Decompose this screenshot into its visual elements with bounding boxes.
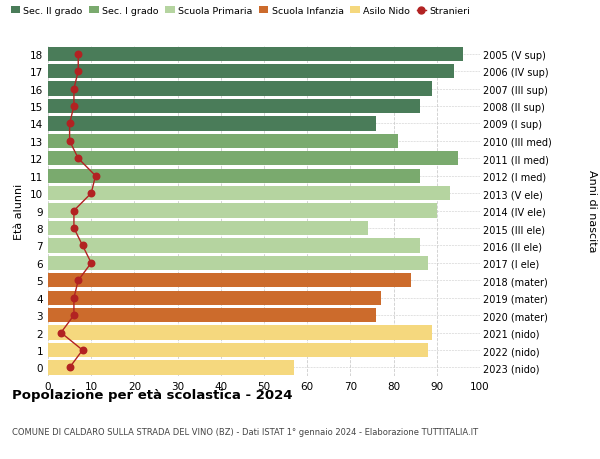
Point <box>73 68 83 76</box>
Bar <box>48 134 398 149</box>
Bar <box>48 326 433 340</box>
Point <box>69 207 79 215</box>
Bar <box>48 239 419 253</box>
Bar <box>48 256 428 270</box>
Text: Popolazione per età scolastica - 2024: Popolazione per età scolastica - 2024 <box>12 388 293 401</box>
Point <box>78 347 88 354</box>
Bar <box>48 117 376 131</box>
Point <box>65 121 74 128</box>
Bar <box>48 65 454 79</box>
Text: COMUNE DI CALDARO SULLA STRADA DEL VINO (BZ) - Dati ISTAT 1° gennaio 2024 - Elab: COMUNE DI CALDARO SULLA STRADA DEL VINO … <box>12 427 478 436</box>
Point <box>73 51 83 58</box>
Bar <box>48 221 368 235</box>
Point <box>69 86 79 93</box>
Point <box>91 173 100 180</box>
Legend: Sec. II grado, Sec. I grado, Scuola Primaria, Scuola Infanzia, Asilo Nido, Stran: Sec. II grado, Sec. I grado, Scuola Prim… <box>11 7 470 16</box>
Bar <box>48 204 437 218</box>
Y-axis label: Età alunni: Età alunni <box>14 183 25 239</box>
Point <box>69 225 79 232</box>
Bar <box>48 47 463 62</box>
Bar <box>48 291 380 305</box>
Bar <box>48 100 419 114</box>
Point <box>73 277 83 285</box>
Point <box>56 329 66 336</box>
Point <box>78 242 88 250</box>
Bar <box>48 82 433 96</box>
Bar <box>48 152 458 166</box>
Bar <box>48 187 450 201</box>
Point <box>86 190 96 197</box>
Bar <box>48 361 294 375</box>
Bar <box>48 308 376 323</box>
Point <box>86 260 96 267</box>
Point <box>65 364 74 371</box>
Point <box>65 138 74 145</box>
Bar <box>48 274 411 288</box>
Bar <box>48 169 419 184</box>
Point <box>73 155 83 162</box>
Point <box>69 103 79 111</box>
Point <box>69 294 79 302</box>
Point <box>69 312 79 319</box>
Bar <box>48 343 428 358</box>
Text: Anni di nascita: Anni di nascita <box>587 170 597 252</box>
